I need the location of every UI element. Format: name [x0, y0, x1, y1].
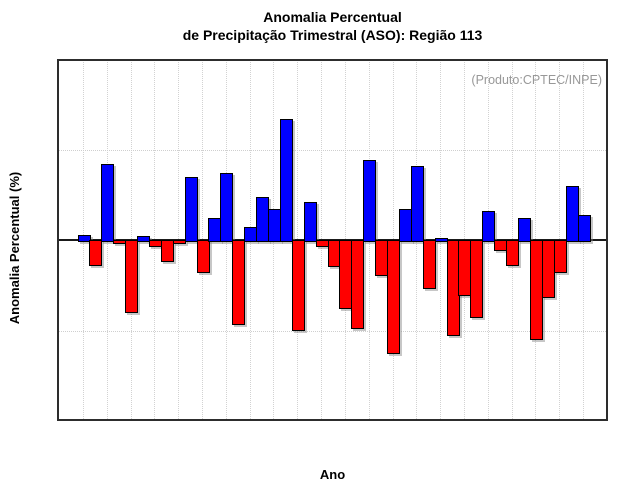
- bar-17: [506, 240, 520, 266]
- bar-09: [410, 165, 424, 242]
- bar-86: [137, 236, 151, 242]
- bar-93: [220, 173, 234, 242]
- y-axis-title: Anomalia Percentual (%): [6, 148, 22, 348]
- bar-82: [89, 240, 103, 266]
- chart-title: Anomalia Percentual de Precipitação Trim…: [57, 8, 608, 44]
- bar-88: [160, 240, 174, 262]
- bar-23: [577, 214, 591, 242]
- bar-00: [303, 201, 317, 242]
- bar-22: [565, 185, 579, 242]
- bar-85: [125, 240, 139, 313]
- bar-07: [387, 240, 401, 355]
- bar-81: [77, 234, 91, 242]
- bar-99: [291, 240, 305, 331]
- bar-05: [363, 160, 377, 242]
- bar-04: [351, 240, 365, 329]
- x-axis-title: Ano: [57, 466, 608, 484]
- bar-18: [517, 218, 531, 242]
- bar-94: [232, 240, 246, 326]
- bar-91: [196, 240, 210, 273]
- bar-15: [482, 211, 496, 242]
- y-axis-title-text: Anomalia Percentual (%): [7, 171, 22, 325]
- source-annotation: (Produto:CPTEC/INPE): [471, 73, 602, 87]
- bar-83: [101, 163, 115, 242]
- gridline-horizontal-150: [57, 149, 608, 151]
- chart-title-line2: de Precipitação Trimestral (ASO): Região…: [182, 27, 483, 43]
- plot-area: (Produto:CPTEC/INPE): [57, 59, 608, 421]
- bar-14: [470, 240, 484, 319]
- chart-title-line1: Anomalia Percentual: [263, 9, 402, 25]
- bar-21: [553, 240, 567, 273]
- gridline-horizontal-50: [57, 330, 608, 332]
- bar-10: [422, 240, 436, 290]
- x-axis-title-text: Ano: [319, 467, 346, 482]
- bar-98: [279, 118, 293, 242]
- bar-90: [184, 176, 198, 242]
